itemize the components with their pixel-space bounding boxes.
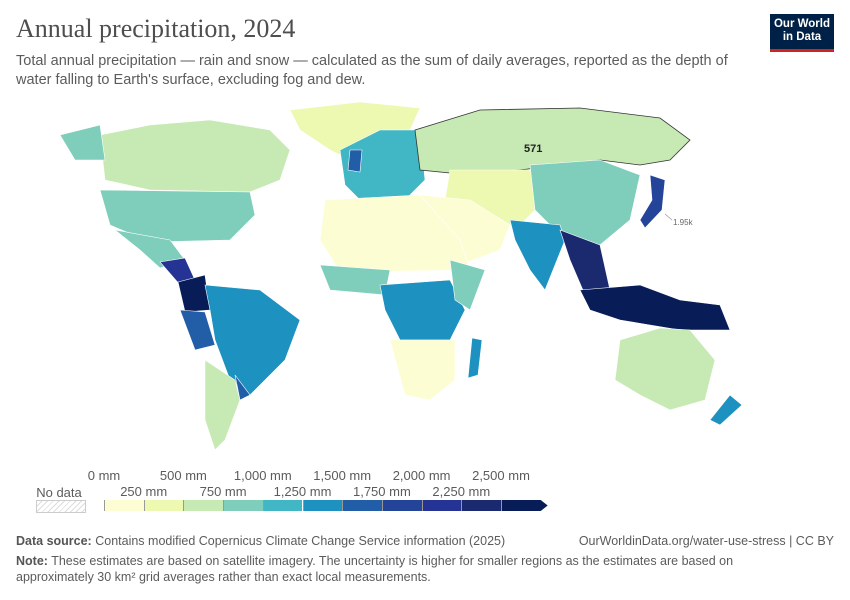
- world-map: 571 1.95k: [59, 101, 743, 451]
- label-japan: 1.95k: [673, 218, 694, 227]
- region-argentina[interactable]: [204, 359, 241, 451]
- region-central-africa[interactable]: [379, 279, 466, 341]
- legend-tick-label: 2,250 mm: [432, 484, 491, 499]
- data-source: Data source: Contains modified Copernicu…: [16, 534, 506, 548]
- legend-tick-label: 1,750 mm: [352, 484, 411, 499]
- legend-bin: [262, 500, 303, 511]
- region-southern-africa[interactable]: [389, 339, 456, 401]
- source-url-link[interactable]: OurWorldinData.org/water-use-stress | CC…: [578, 534, 834, 548]
- label-russia: 571: [524, 143, 542, 155]
- legend-tick-label: 750 mm: [199, 484, 247, 499]
- region-new-zealand[interactable]: [709, 394, 743, 426]
- legend-bin: [461, 500, 501, 511]
- region-colombia[interactable]: [177, 274, 211, 313]
- legend-bin: [104, 500, 144, 511]
- chart-subtitle: Total annual precipitation — rain and sn…: [16, 53, 728, 88]
- legend-tick-label: 250 mm: [120, 484, 168, 499]
- legend-tick-label: 1,000 mm: [233, 468, 292, 483]
- region-east-africa[interactable]: [449, 259, 486, 311]
- legend-bin: [183, 500, 224, 511]
- region-canada[interactable]: [99, 119, 291, 193]
- legend-bin: [302, 500, 343, 511]
- note: Note: These estimates are based on satel…: [16, 554, 734, 584]
- legend-bin: [421, 500, 462, 511]
- region-west-africa[interactable]: [319, 264, 391, 296]
- region-madagascar[interactable]: [467, 337, 483, 379]
- legend-tick-label: 2,500 mm: [472, 468, 530, 483]
- region-uruguay[interactable]: [234, 374, 251, 401]
- chart-title: Annual precipitation, 2024: [16, 14, 296, 43]
- region-india[interactable]: [509, 219, 566, 291]
- legend-bin: [223, 500, 263, 511]
- legend-bin: [342, 500, 382, 511]
- region-usa[interactable]: [99, 189, 256, 243]
- legend-tick-label: 1,500 mm: [313, 468, 372, 483]
- legend-bin: [143, 500, 184, 511]
- legend-no-data-label: No data: [36, 485, 82, 500]
- region-peru[interactable]: [179, 309, 216, 351]
- legend-no-data-swatch: [36, 500, 86, 513]
- legend-bin: [381, 500, 422, 511]
- region-uk[interactable]: [347, 149, 363, 173]
- region-japan[interactable]: [639, 174, 666, 229]
- legend-tick-label: 500 mm: [159, 468, 207, 483]
- owid-logo[interactable]: Our World in Data: [770, 14, 834, 52]
- region-china[interactable]: [529, 159, 641, 246]
- region-indonesia[interactable]: [579, 284, 731, 331]
- legend-bin: [501, 500, 548, 511]
- region-australia[interactable]: [614, 327, 716, 411]
- legend-tick-label: 2,000 mm: [392, 468, 451, 483]
- region-europe[interactable]: [339, 129, 426, 201]
- legend-tick-label: 0 mm: [87, 468, 121, 483]
- legend-tick-label: 1,250 mm: [273, 484, 332, 499]
- region-alaska[interactable]: [59, 124, 106, 161]
